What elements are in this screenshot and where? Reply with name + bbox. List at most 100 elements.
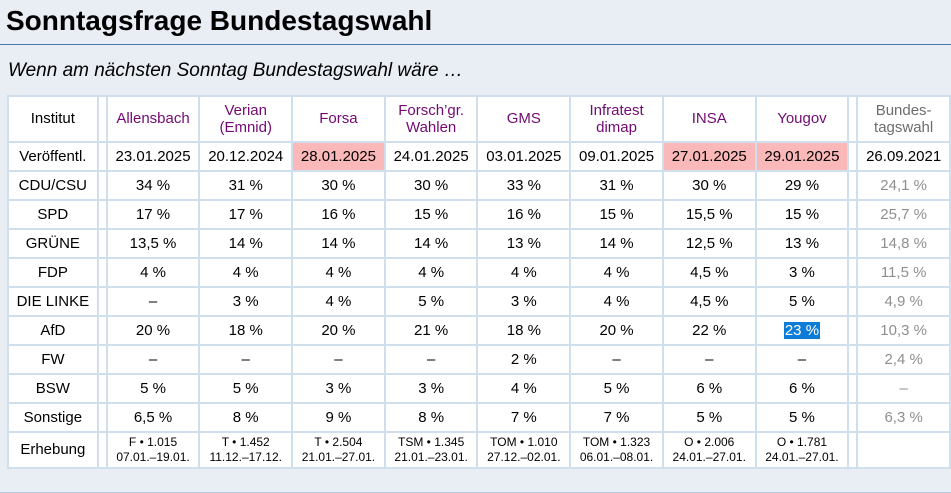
party-label: FDP — [7, 256, 99, 288]
value-cell: 24,1 % — [856, 169, 951, 201]
value-cell: 31 % — [198, 169, 294, 201]
institute-link-insa[interactable]: INSA — [661, 94, 757, 143]
value-cell: 6,3 % — [856, 401, 951, 433]
value-cell: 5 % — [198, 372, 294, 404]
corner-institut-label: Institut — [7, 94, 99, 143]
value-cell: – — [105, 285, 201, 317]
spacer-cell — [847, 285, 859, 317]
value-cell: 15 % — [383, 198, 479, 230]
institute-link-forsch-gr-wahlen[interactable]: Forsch’gr. Wahlen — [383, 94, 479, 143]
value-cell: 5 % — [569, 372, 664, 404]
value-cell: – — [754, 343, 850, 375]
survey-cell — [856, 430, 951, 469]
value-cell: 15 % — [569, 198, 664, 230]
value-cell: 20 % — [569, 314, 664, 346]
value-cell: – — [198, 343, 294, 375]
value-cell: 18 % — [476, 314, 572, 346]
party-label: DIE LINKE — [7, 285, 99, 317]
value-cell: 20 % — [105, 314, 201, 346]
spacer-cell — [96, 198, 108, 230]
party-row: GRÜNE 13,5 % 14 % 14 % 14 % 13 % 14 % 12,5 % 13 … — [7, 227, 951, 259]
value-cell: 14 % — [383, 227, 479, 259]
spacer-cell — [847, 343, 859, 375]
institute-link-verian-emnid-[interactable]: Verian (Emnid) — [198, 94, 294, 143]
value-cell: 5 % — [754, 285, 850, 317]
value-cell: 2,4 % — [856, 343, 951, 375]
value-cell: 17 % — [198, 198, 294, 230]
spacer-cell — [847, 198, 859, 230]
party-label: FW — [7, 343, 99, 375]
party-label: SPD — [7, 198, 99, 230]
spacer-cell — [96, 314, 108, 346]
spacer-cell — [96, 343, 108, 375]
value-cell: 22 % — [661, 314, 757, 346]
poll-table: Institut Allensbach Verian (Emnid) Forsa Fors… — [7, 94, 951, 469]
value-cell: 4 % — [569, 256, 664, 288]
value-cell: 8 % — [198, 401, 294, 433]
value-cell: 4,9 % — [856, 285, 951, 317]
party-label: AfD — [7, 314, 99, 346]
value-cell: 3 % — [291, 372, 386, 404]
institute-link-forsa[interactable]: Forsa — [291, 94, 386, 143]
value-cell: 4,5 % — [661, 256, 757, 288]
value-cell: 4,5 % — [661, 285, 757, 317]
institute-link-infratest-dimap[interactable]: Infratest dimap — [569, 94, 664, 143]
spacer-cell — [847, 169, 859, 201]
party-row: SPD 17 % 17 % 16 % 15 % 16 % 15 % 15,5 % 15 % 25,… — [7, 198, 951, 230]
publish-date-cell: 27.01.2025 — [661, 140, 757, 172]
publish-date-cell: 20.12.2024 — [198, 140, 294, 172]
selected-text: 23 % — [783, 321, 821, 339]
publish-date-cell: 26.09.2021 — [856, 140, 951, 172]
publish-date-cell: 28.01.2025 — [291, 140, 386, 172]
value-cell: 5 % — [754, 401, 850, 433]
value-cell: – — [569, 343, 664, 375]
value-cell: 30 % — [383, 169, 479, 201]
survey-cell: F • 1.015 07.01.–19.01. — [105, 430, 201, 469]
value-cell: 6 % — [754, 372, 850, 404]
institute-link-allensbach[interactable]: Allensbach — [105, 94, 201, 143]
spacer-cell — [96, 94, 108, 143]
value-cell: 30 % — [291, 169, 386, 201]
spacer-cell — [96, 140, 108, 172]
spacer-cell — [847, 372, 859, 404]
party-row: CDU/CSU 34 % 31 % 30 % 30 % 33 % 31 % 30 % 29 % 2… — [7, 169, 951, 201]
spacer-cell — [96, 401, 108, 433]
value-cell: 33 % — [476, 169, 572, 201]
value-cell: 12,5 % — [661, 227, 757, 259]
value-cell: 3 % — [198, 285, 294, 317]
value-cell: 16 % — [291, 198, 386, 230]
survey-cell: O • 2.006 24.01.–27.01. — [661, 430, 757, 469]
value-cell: 4 % — [383, 256, 479, 288]
spacer-cell — [96, 285, 108, 317]
column-header-bundestagswahl: Bundes-tagswahl — [856, 94, 951, 143]
survey-cell: T • 1.452 11.12.–17.12. — [198, 430, 294, 469]
spacer-cell — [847, 314, 859, 346]
value-cell: 4 % — [198, 256, 294, 288]
value-cell: 14,8 % — [856, 227, 951, 259]
survey-cell: TOM • 1.323 06.01.–08.01. — [569, 430, 664, 469]
party-row: AfD 20 % 18 % 20 % 21 % 18 % 20 % 22 % 23 % 10,3 … — [7, 314, 951, 346]
party-row: FDP 4 % 4 % 4 % 4 % 4 % 4 % 4,5 % 3 % 11,5 % — [7, 256, 951, 288]
value-cell: 17 % — [105, 198, 201, 230]
institute-link-yougov[interactable]: Yougov — [754, 94, 850, 143]
spacer-cell — [847, 430, 859, 469]
value-cell: 9 % — [291, 401, 386, 433]
spacer-cell — [96, 169, 108, 201]
value-cell: 31 % — [569, 169, 664, 201]
spacer-cell — [847, 94, 859, 143]
spacer-cell — [847, 401, 859, 433]
institute-link-gms[interactable]: GMS — [476, 94, 572, 143]
value-cell: 18 % — [198, 314, 294, 346]
spacer-cell — [847, 227, 859, 259]
value-cell: 5 % — [383, 285, 479, 317]
publish-date-cell: 24.01.2025 — [383, 140, 479, 172]
value-cell: 34 % — [105, 169, 201, 201]
party-label: GRÜNE — [7, 227, 99, 259]
value-cell: – — [105, 343, 201, 375]
value-cell: 11,5 % — [856, 256, 951, 288]
spacer-cell — [847, 140, 859, 172]
value-cell: – — [661, 343, 757, 375]
party-label: BSW — [7, 372, 99, 404]
value-cell: 7 % — [569, 401, 664, 433]
